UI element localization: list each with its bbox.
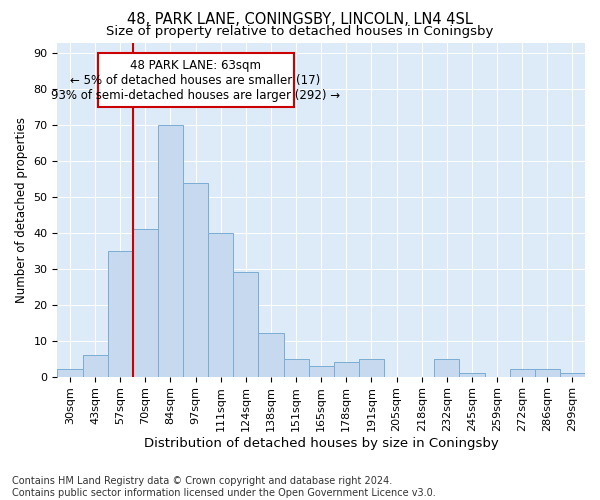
Text: Contains HM Land Registry data © Crown copyright and database right 2024.
Contai: Contains HM Land Registry data © Crown c… — [12, 476, 436, 498]
Bar — [133, 230, 158, 376]
Text: 48 PARK LANE: 63sqm
← 5% of detached houses are smaller (17)
93% of semi-detache: 48 PARK LANE: 63sqm ← 5% of detached hou… — [51, 58, 340, 102]
Bar — [183, 182, 208, 376]
Bar — [208, 233, 233, 376]
Text: 48, PARK LANE, CONINGSBY, LINCOLN, LN4 4SL: 48, PARK LANE, CONINGSBY, LINCOLN, LN4 4… — [127, 12, 473, 28]
Bar — [158, 125, 183, 376]
Bar — [334, 362, 359, 376]
Y-axis label: Number of detached properties: Number of detached properties — [15, 116, 28, 302]
Bar — [107, 251, 133, 376]
FancyBboxPatch shape — [98, 54, 293, 107]
Bar — [83, 355, 107, 376]
Bar — [308, 366, 334, 376]
Bar — [460, 373, 485, 376]
Bar — [359, 358, 384, 376]
X-axis label: Distribution of detached houses by size in Coningsby: Distribution of detached houses by size … — [144, 437, 499, 450]
Bar — [58, 370, 83, 376]
Bar — [233, 272, 259, 376]
Bar — [284, 358, 308, 376]
Text: Size of property relative to detached houses in Coningsby: Size of property relative to detached ho… — [106, 25, 494, 38]
Bar — [509, 370, 535, 376]
Bar — [535, 370, 560, 376]
Bar — [259, 334, 284, 376]
Bar — [434, 358, 460, 376]
Bar — [560, 373, 585, 376]
